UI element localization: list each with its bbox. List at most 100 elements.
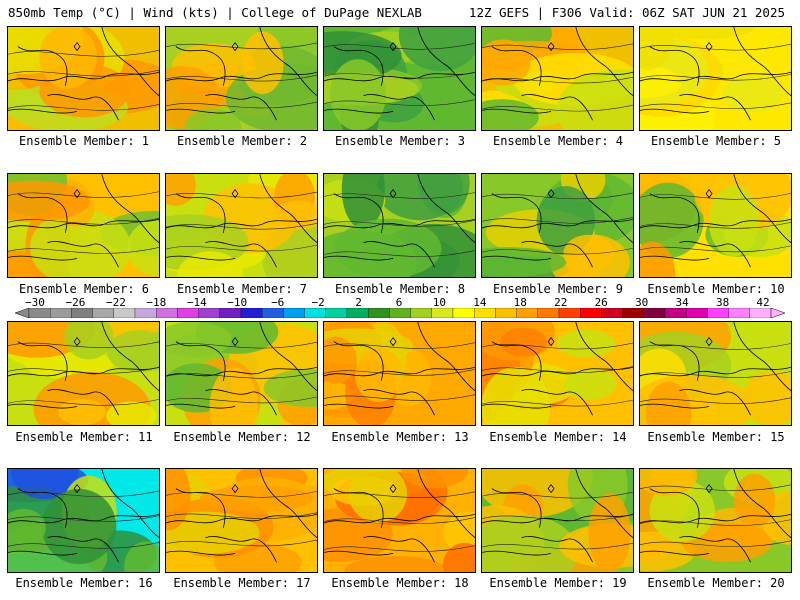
colorbar-swatch — [50, 308, 72, 318]
height-contour — [166, 372, 317, 379]
colorbar-swatch — [643, 308, 666, 318]
height-contour — [8, 542, 159, 549]
member-caption: Ensemble Member: 4 — [492, 134, 624, 148]
run-valid-time: 12Z GEFS | F306 Valid: 06Z SAT JUN 21 20… — [468, 5, 785, 20]
height-contour — [482, 491, 633, 499]
geographic-boundary — [640, 255, 710, 261]
colorbar-swatch — [389, 308, 411, 318]
colorbar-swatch — [198, 308, 220, 318]
geographic-boundary — [333, 341, 384, 381]
height-contour — [324, 71, 475, 79]
temperature-field-map — [324, 469, 475, 572]
geographic-boundary — [640, 218, 791, 229]
temperature-field-map — [166, 322, 317, 425]
height-contour — [166, 191, 317, 199]
ensemble-panel-2 — [165, 26, 318, 131]
ensemble-panel-19 — [481, 468, 634, 573]
colorbar-swatch — [728, 308, 750, 318]
ensemble-panel-18 — [323, 468, 476, 573]
temperature-region — [64, 322, 114, 360]
temperature-field-map — [324, 322, 475, 425]
geographic-boundary — [166, 366, 317, 377]
temperature-region — [10, 469, 79, 500]
geographic-boundary — [482, 255, 552, 261]
geographic-boundary — [482, 366, 633, 377]
colorbar-tick-label: 38 — [715, 296, 730, 309]
temperature-field-map — [8, 469, 159, 572]
temperature-region — [330, 59, 386, 130]
temperature-region — [640, 27, 676, 71]
colorbar-tick-label: −10 — [227, 296, 248, 309]
height-contour — [640, 245, 791, 253]
colorbar-swatch — [219, 308, 242, 318]
temperature-field-map — [482, 469, 633, 572]
height-contour — [166, 341, 317, 349]
height-contour — [482, 399, 633, 407]
temperature-region — [645, 381, 692, 425]
temperature-region — [640, 66, 682, 99]
colorbar-tick-label: −22 — [105, 296, 126, 309]
height-contour — [8, 490, 159, 498]
colorbar-swatch — [262, 308, 284, 318]
colorbar-swatch — [558, 308, 581, 318]
geographic-boundary — [101, 469, 159, 538]
temperature-field-map — [8, 174, 159, 277]
colorbar-tick-label: 18 — [513, 296, 527, 309]
height-contour — [640, 102, 791, 110]
geographic-boundary — [521, 536, 593, 563]
ensemble-panel-9 — [481, 173, 634, 278]
geographic-boundary — [166, 71, 317, 82]
temperature-region — [166, 469, 191, 531]
diamond-marker-icon — [231, 189, 239, 199]
diamond-marker-icon — [547, 189, 555, 199]
temperature-region — [209, 367, 258, 425]
temperature-field-map — [640, 469, 791, 572]
geographic-boundary — [649, 488, 700, 528]
colorbar-tick-label: −26 — [65, 296, 86, 309]
temperature-region — [106, 401, 157, 425]
colorbar-swatch — [410, 308, 432, 318]
height-contour — [8, 367, 159, 374]
temperature-region — [557, 329, 616, 358]
temperature-region — [106, 330, 159, 373]
geographic-boundary — [491, 46, 542, 86]
geographic-boundary — [640, 513, 791, 524]
geographic-boundary — [8, 71, 159, 82]
geographic-boundary — [324, 255, 394, 261]
colorbar-swatch — [580, 308, 602, 318]
geographic-boundary — [8, 108, 78, 114]
height-contour — [166, 74, 317, 82]
diamond-marker-icon — [547, 484, 555, 494]
temperature-region — [482, 39, 531, 86]
height-contour — [324, 220, 475, 227]
height-contour — [640, 43, 791, 51]
diamond-marker-icon — [389, 484, 397, 494]
geographic-boundary — [8, 513, 159, 524]
geographic-boundary — [649, 341, 700, 381]
temperature-region — [348, 469, 407, 523]
colorbar-tick-label: 26 — [594, 296, 608, 309]
temperature-region — [41, 488, 117, 565]
ensemble-panel-1 — [7, 26, 160, 131]
height-contour — [324, 250, 475, 257]
map-title: 850mb Temp (°C) | Wind (kts) | College o… — [8, 5, 422, 20]
member-caption: Ensemble Member: 19 — [489, 576, 627, 590]
colorbar-swatch — [92, 308, 114, 318]
ensemble-panel-7 — [165, 173, 318, 278]
geographic-boundary — [101, 322, 159, 391]
geographic-boundary — [575, 174, 633, 243]
colorbar-min-arrow — [15, 308, 30, 318]
temperature-field-map — [482, 27, 633, 130]
height-contour — [640, 343, 791, 350]
geographic-boundary — [324, 108, 394, 114]
geographic-boundary — [363, 241, 435, 268]
geographic-boundary — [175, 46, 226, 86]
member-caption: Ensemble Member: 18 — [331, 576, 469, 590]
temperature-region — [127, 220, 159, 276]
height-contour — [324, 517, 475, 524]
colorbar-swatch — [283, 308, 305, 318]
geographic-boundary — [166, 108, 236, 114]
diamond-marker-icon — [73, 189, 81, 199]
height-contour — [482, 43, 633, 50]
colorbar-swatch — [686, 308, 708, 318]
